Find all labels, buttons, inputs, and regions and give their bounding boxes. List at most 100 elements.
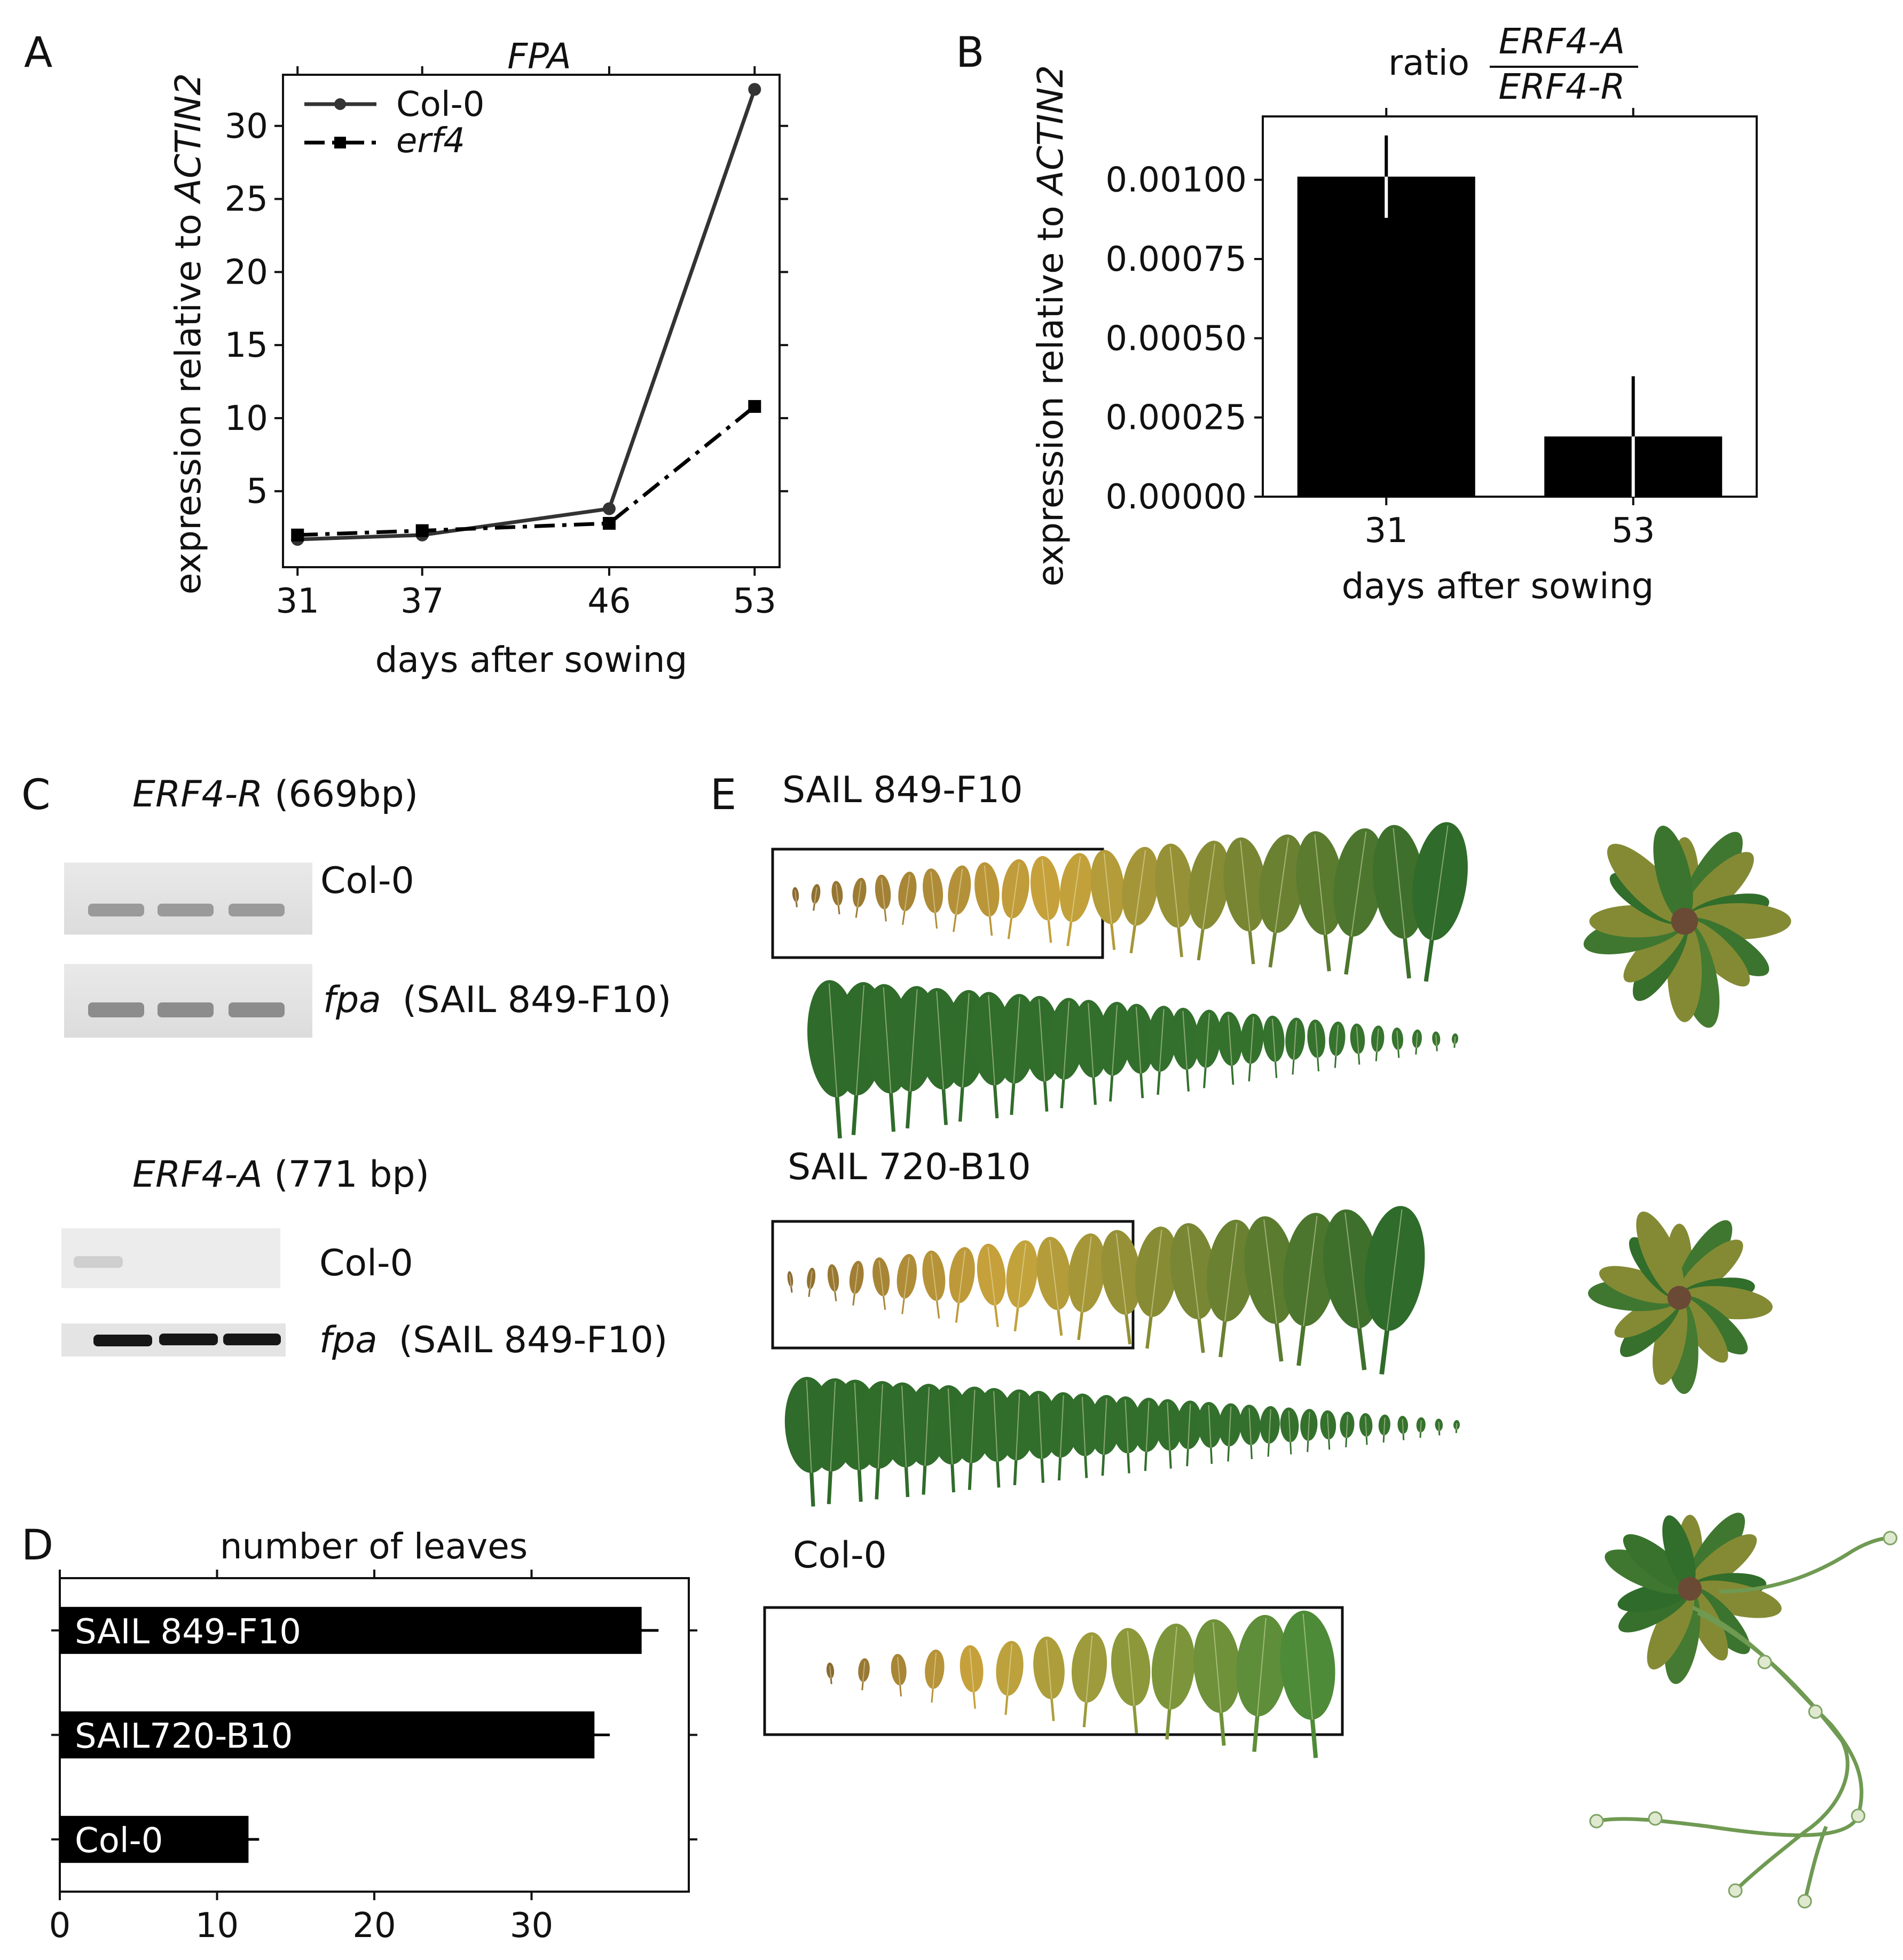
leaf-midrib [1314,834,1326,935]
y-tick-label: 15 [225,326,268,365]
leaf-petiole [837,903,840,915]
erf4r-heading: ERF4-R (669bp) [132,773,418,816]
chart-b-ylabel-gene: ACTIN2 [1030,65,1071,197]
leaf-midrib [987,1246,996,1306]
leaf-petiole [1043,1079,1049,1112]
flower [1757,1655,1772,1669]
leaf-midrib [1059,1395,1064,1458]
leaf [1151,1624,1195,1740]
leaf-blade [1002,859,1029,919]
rosette-leaf [1653,826,1693,922]
leaf [1307,1020,1326,1072]
leaf-midrib [1135,1007,1142,1074]
leaf-blade [1240,1014,1264,1064]
rosette-sail849 [1583,826,1791,1028]
leaf [1098,1001,1131,1102]
leaf-petiole [1177,925,1183,958]
rosette-photos [1583,826,1898,1909]
leaf-petiole [1334,1054,1337,1068]
leaf-petiole [1168,1448,1172,1469]
leaf-petiole [1248,929,1255,965]
leaf [1122,1003,1154,1099]
leaf-blade [1307,1020,1326,1058]
stem [1803,1825,1828,1902]
leaf [1134,1398,1162,1471]
leaf-midrib [855,985,864,1096]
leaf-petiole [852,1291,856,1306]
leaf-midrib [909,989,918,1092]
leaf-midrib [1038,999,1045,1082]
leaf-blade [1371,1025,1385,1052]
leaf-blade [1194,1009,1221,1068]
flower [1883,1531,1898,1546]
leaf [1283,1213,1338,1366]
y-tick-label: 10 [225,399,268,438]
flower [1808,1704,1823,1719]
leaf-midrib [947,1388,953,1465]
leaf [1285,1017,1306,1075]
gel-label-col0-r: Col-0 [320,860,414,902]
leaf-petiole [790,1284,793,1293]
leaf [1340,1412,1355,1447]
leaf-petiole [1267,1441,1270,1457]
leaf-petiole [1415,1046,1418,1055]
leaf [1416,1417,1426,1438]
leaf-midrib [1049,1240,1059,1311]
leaf-petiole [1004,1693,1009,1715]
leaf [1244,1216,1296,1362]
x-tick-label: 10 [195,1906,239,1946]
leaf-petiole [1268,930,1277,968]
leaf-midrib [1213,1622,1222,1713]
chart-a: 31 37 46 53 5 10 15 20 25 30 [225,66,788,621]
leaf [1188,841,1230,961]
bar-31 [1297,176,1475,497]
gel-band [88,904,144,916]
leaf-blade [811,884,821,904]
leaf-blade [1151,1624,1195,1710]
y-tick-label: 25 [225,180,268,219]
leaf [1371,1025,1385,1062]
x-tick-label: 53 [733,582,776,621]
erf4a-size: (771 bp) [263,1154,429,1196]
leaf-midrib [1335,1024,1339,1056]
rosette-leaf [1599,1266,1680,1304]
x-tick-label: 0 [49,1906,71,1946]
leaf [1071,1632,1107,1728]
leaf-petiole [1077,1310,1084,1340]
leaf [1296,831,1344,971]
leaf-petiole [1344,934,1354,975]
leaf-blade [1100,1230,1142,1315]
rosette-col0 [1605,1512,1782,1684]
leaf-blade [853,877,867,908]
leaf [792,887,799,907]
leaf-midrib [1350,831,1367,937]
leaf-petiole [958,1085,965,1122]
leaf-blade [1135,1226,1178,1317]
leaf-petiole [906,1089,912,1128]
leaf-petiole [808,1287,811,1297]
leaf-midrib [1202,844,1216,930]
leaf [1217,1012,1243,1085]
leaf-midrib [1086,1635,1093,1703]
leaf-midrib [903,1257,910,1299]
y-tick-label: 0.00075 [1105,240,1247,279]
leaf-midrib [1017,1243,1027,1308]
chart-b-ylabel: expression relative to ACTIN2 [1030,65,1071,587]
gel-erf4a-col0 [61,1228,280,1288]
leaf-midrib [1228,1015,1233,1066]
leaf-midrib [993,1391,998,1462]
leaf-blade [1320,1410,1336,1440]
chart-b-title-prefix: ratio [1388,42,1469,83]
leaf-blade [1391,1027,1403,1050]
leaf [1280,1610,1335,1758]
leaf-blade [1030,856,1060,921]
leaf [787,1271,793,1293]
leaf-petiole [1419,1430,1422,1438]
leaf [811,884,821,911]
senescent-box-col0 [763,1606,1344,1736]
leaf-midrib [1134,850,1146,926]
gel-label-fpa-a: fpa (SAIL 849-F10) [319,1319,667,1361]
leaf-midrib [1346,1415,1348,1438]
gel-band [88,1002,144,1017]
leaf-midrib [1386,1209,1403,1331]
